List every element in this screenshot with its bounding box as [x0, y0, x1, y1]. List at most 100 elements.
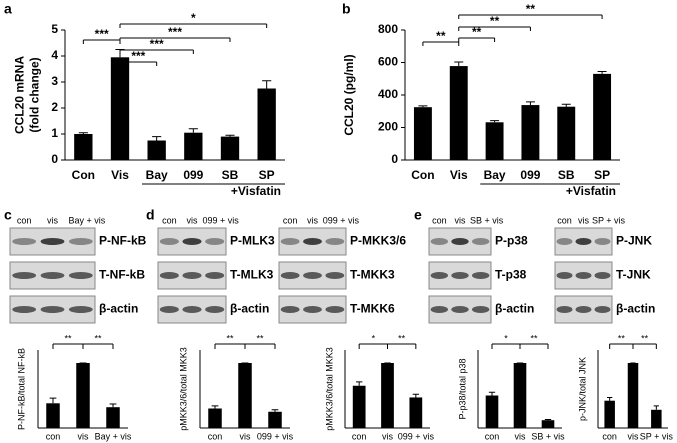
blot-row-label: β-actin	[230, 302, 269, 316]
bar	[106, 407, 120, 428]
error-bar	[271, 409, 279, 412]
significance-label: **	[641, 333, 649, 343]
x-tick-label: SB	[222, 168, 239, 182]
x-tick-label: con	[208, 431, 223, 441]
significance-label: ***	[95, 27, 109, 41]
lane-label: Bay + vis	[68, 215, 105, 225]
lane-label: SB + vis	[470, 215, 504, 225]
blot-band	[594, 238, 611, 245]
x-tick-label: con	[485, 431, 500, 441]
x-tick-label: SP + vis	[640, 431, 674, 441]
lane-label: con	[17, 215, 32, 225]
significance-label: **	[226, 333, 234, 343]
significance-label: **	[472, 25, 482, 39]
y-tick-label: 0	[51, 152, 58, 166]
significance-label: **	[94, 333, 102, 343]
bar	[413, 107, 432, 160]
blot-band	[556, 306, 573, 313]
lane-label: con	[432, 215, 447, 225]
error-bar	[454, 61, 464, 67]
lane-label: con	[162, 215, 177, 225]
x-tick-label: vis	[78, 431, 89, 441]
y-axis-label: P-NF-kB/total NF-kB	[16, 348, 26, 430]
significance-label: **	[256, 333, 264, 343]
bar	[627, 363, 639, 428]
x-tick-label: 099 + vis	[257, 431, 294, 441]
blot-band	[68, 272, 93, 279]
x-tick-label: Con	[411, 168, 434, 182]
error-bar	[78, 132, 88, 134]
significance-label: **	[618, 333, 626, 343]
blot-band	[12, 272, 37, 279]
blot-band	[40, 238, 65, 245]
x-tick-label: vis	[515, 431, 526, 441]
significance-label: *	[191, 11, 196, 25]
blot-band	[159, 306, 179, 313]
blot-band	[159, 272, 179, 279]
blot-band	[325, 238, 345, 245]
blot-band	[430, 306, 449, 313]
error-bar	[525, 101, 535, 106]
blot-band	[471, 238, 490, 245]
blot-band	[68, 306, 93, 313]
significance-label: ***	[150, 37, 164, 51]
error-bar	[653, 405, 659, 410]
bar	[557, 106, 576, 160]
bar	[208, 408, 222, 428]
blot-row-label: T-p38	[495, 268, 527, 282]
blot-band	[451, 238, 469, 245]
lane-label: vis	[307, 215, 318, 225]
y-tick-label: 0	[391, 152, 398, 166]
blot-row-label: β-actin	[616, 302, 655, 316]
blot-band	[325, 272, 345, 279]
y-axis-label: p-JNK/total JNK	[577, 357, 587, 421]
error-bar	[49, 397, 57, 404]
y-tick-label: 800	[378, 22, 398, 36]
bar	[76, 363, 90, 428]
bar	[541, 420, 555, 428]
significance-label: **	[398, 333, 406, 343]
x-tick-label: 099 + vis	[398, 431, 435, 441]
x-tick-label: 099	[520, 168, 540, 182]
lane-label: vis	[47, 215, 58, 225]
bar	[220, 136, 240, 160]
y-axis-label: pMKK3/6/total MKK3	[324, 347, 334, 431]
y-tick-label: 200	[378, 120, 398, 134]
blot-row-label: P-NF-kB	[99, 234, 147, 248]
bar	[593, 73, 612, 160]
blot-band	[303, 306, 322, 313]
bar	[268, 411, 282, 428]
blot-row-label: P-MLK3	[230, 234, 275, 248]
lane-label: vis	[578, 215, 589, 225]
y-tick-label: 2	[51, 100, 58, 114]
error-bar	[488, 391, 496, 396]
y-axis-label: P-p38/total p38	[457, 358, 467, 419]
blot-band	[205, 238, 225, 245]
blot-band	[205, 306, 225, 313]
significance-label: *	[504, 333, 508, 343]
y-tick-label: 4	[51, 48, 58, 62]
panel-letter: c	[4, 207, 12, 223]
error-bar	[418, 105, 428, 108]
x-tick-label: Vis	[111, 168, 129, 182]
bar	[485, 395, 499, 428]
significance-label: **	[530, 333, 538, 343]
error-bar	[561, 103, 571, 107]
error-bar	[152, 136, 162, 141]
y-tick-label: 400	[378, 87, 398, 101]
bar	[513, 363, 527, 428]
bar	[352, 385, 366, 428]
blot-row-label: β-actin	[495, 302, 534, 316]
blot-band	[12, 238, 37, 245]
blot-band	[471, 306, 490, 313]
bar	[521, 105, 540, 160]
x-tick-label: Con	[72, 168, 95, 182]
blot-band	[575, 306, 592, 313]
blot-band	[471, 272, 490, 279]
error-bar	[262, 80, 272, 89]
x-tick-label: 099	[183, 168, 203, 182]
blot-row-label: P-JNK	[616, 234, 652, 248]
error-bar	[225, 134, 235, 137]
bar	[257, 88, 276, 160]
x-tick-label: SP	[594, 168, 610, 182]
